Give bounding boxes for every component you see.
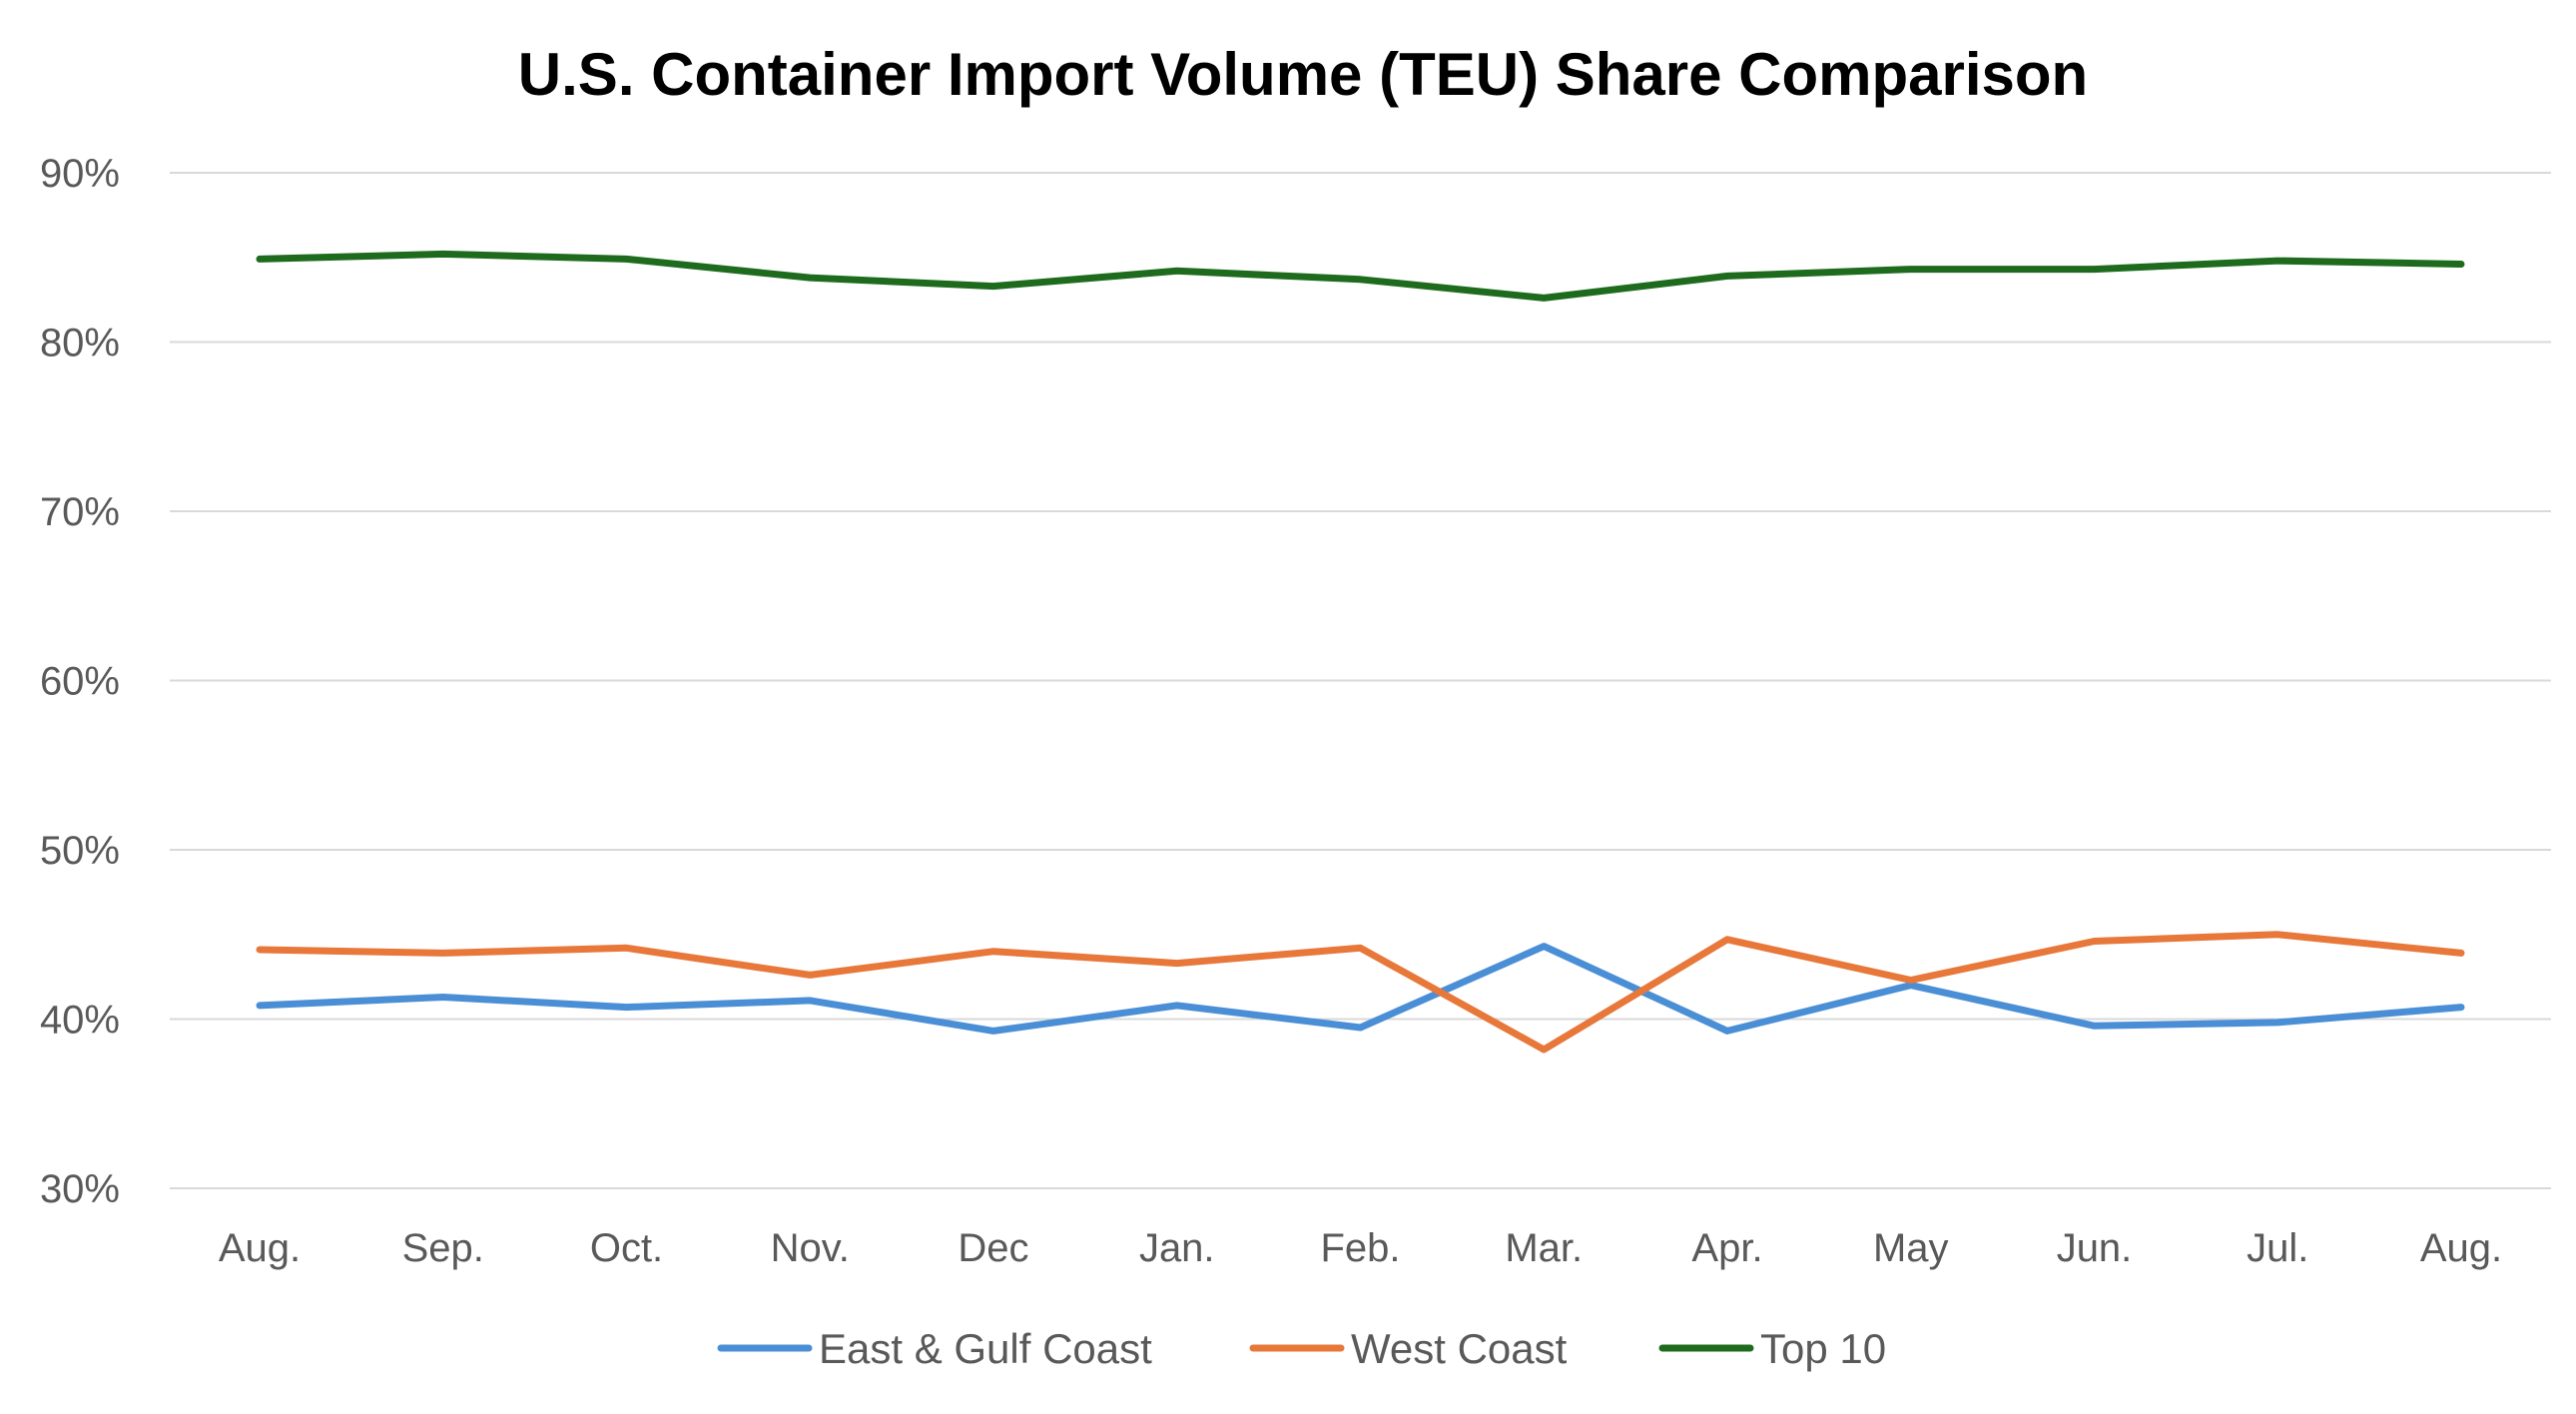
y-tick-label: 60% — [40, 660, 120, 704]
x-tick-label: May — [1873, 1226, 1949, 1270]
legend-label-top-10: Top 10 — [1760, 1325, 1886, 1372]
x-tick-label: Nov. — [771, 1226, 850, 1270]
y-tick-label: 90% — [40, 152, 120, 196]
legend: East & Gulf Coast West Coast Top 10 — [717, 1325, 1886, 1372]
x-tick-label: Mar. — [1505, 1226, 1583, 1270]
chart-title: U.S. Container Import Volume (TEU) Share… — [518, 41, 2088, 108]
legend-label-east-gulf-coast: East & Gulf Coast — [819, 1325, 1152, 1372]
x-tick-label: Jun. — [2057, 1226, 2133, 1270]
x-tick-label: Oct. — [590, 1226, 663, 1270]
y-axis-tick-labels: 30% 40% 50% 60% 70% 80% 90% — [40, 152, 120, 1211]
y-tick-label: 80% — [40, 322, 120, 365]
series-line-west-coast — [256, 931, 2465, 1054]
gridlines — [170, 172, 2551, 1189]
y-tick-label: 30% — [40, 1167, 120, 1211]
series-lines — [256, 250, 2465, 1054]
y-tick-label: 50% — [40, 829, 120, 873]
x-tick-label: Aug. — [219, 1226, 301, 1270]
series-line-top-10 — [256, 250, 2465, 302]
x-tick-label: Feb. — [1320, 1226, 1400, 1270]
x-axis-tick-labels: Aug. Sep. Oct. Nov. Dec Jan. Feb. Mar. Apr. May Ju… — [219, 1226, 2502, 1270]
y-tick-label: 70% — [40, 490, 120, 534]
x-tick-label: Aug. — [2420, 1226, 2502, 1270]
legend-label-west-coast: West Coast — [1351, 1325, 1568, 1372]
y-tick-label: 40% — [40, 999, 120, 1043]
x-tick-label: Apr. — [1691, 1226, 1762, 1270]
x-tick-label: Jan. — [1139, 1226, 1215, 1270]
x-tick-label: Jul. — [2247, 1226, 2308, 1270]
x-tick-label: Dec — [958, 1226, 1028, 1270]
x-tick-label: Sep. — [402, 1226, 484, 1270]
series-line-east-gulf-coast — [256, 943, 2465, 1035]
